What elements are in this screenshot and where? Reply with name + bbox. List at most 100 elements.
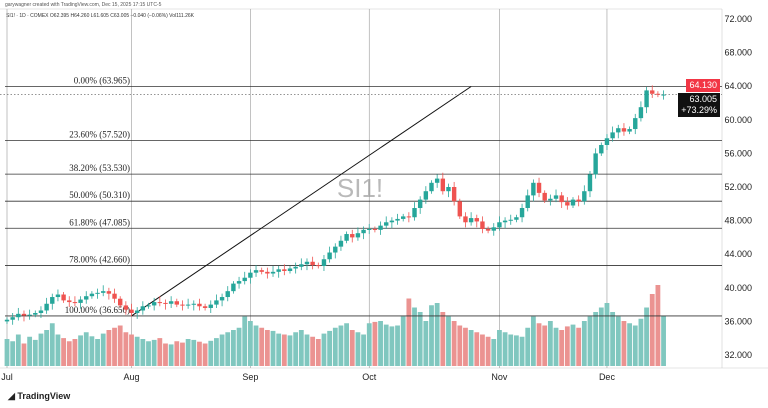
volume-bar [298, 330, 304, 366]
volume-bar [361, 334, 366, 366]
volume-bar [219, 334, 225, 366]
volume-bar [463, 327, 468, 366]
volume-bar [649, 294, 655, 366]
candle-body [134, 310, 140, 313]
candle-body [355, 233, 361, 238]
volume-bar [474, 332, 480, 366]
volume-bar [123, 332, 129, 366]
volume-bar [581, 321, 587, 366]
price-change: +73.29% [681, 105, 717, 115]
candle-body [27, 314, 32, 316]
candle-body [44, 303, 49, 311]
candle-body [610, 132, 615, 139]
y-tick-label: 40.000 [724, 283, 752, 293]
volume-bar [197, 341, 202, 366]
candle-body [214, 300, 219, 305]
x-tick-label: Oct [362, 372, 377, 382]
y-tick-label: 36.000 [724, 316, 752, 326]
volume-bar [242, 316, 248, 366]
volume-bar [332, 327, 338, 366]
candle-body [474, 218, 479, 222]
volume-bar [412, 307, 417, 366]
candle-body [101, 291, 106, 293]
candle-body [519, 208, 525, 218]
volume-bar [468, 330, 474, 366]
candle-body [593, 153, 598, 175]
candle-body [395, 218, 400, 221]
fib-level-label: 78.00% (42.660) [69, 254, 130, 264]
volume-bar [564, 326, 570, 366]
y-tick-label: 48.000 [724, 216, 752, 226]
candle-body [616, 128, 621, 133]
volume-bar [168, 344, 174, 366]
candle-body [570, 199, 576, 206]
volume-bar [644, 307, 649, 366]
volume-bar [406, 298, 412, 366]
volume-bar [621, 321, 627, 366]
candle-body [140, 306, 146, 311]
volume-bar [225, 332, 231, 366]
x-tick-label: Sep [242, 372, 258, 382]
candle-body [480, 221, 485, 229]
candle-body [627, 129, 632, 132]
candle-body [50, 297, 55, 304]
candle-body [21, 313, 27, 316]
candle-body [344, 234, 349, 241]
volume-bar [49, 323, 55, 366]
candle-body [151, 302, 157, 306]
trend-line [131, 86, 472, 317]
volume-bar [604, 303, 610, 366]
volume-bar [151, 339, 157, 366]
candle-body [514, 217, 519, 220]
candle-body [434, 178, 440, 183]
candle-body [599, 145, 604, 154]
fib-level-label: 38.20% (53.530) [69, 163, 130, 173]
volume-bar [440, 312, 446, 366]
candle-body [265, 271, 270, 274]
volume-bar [89, 336, 95, 366]
volume-bar [570, 324, 576, 366]
candle-body [248, 272, 253, 278]
y-tick-label: 72.000 [724, 14, 752, 24]
volume-bar [231, 330, 236, 366]
candle-body [89, 293, 95, 297]
volume-bar [389, 326, 395, 366]
candle-body [531, 182, 536, 196]
chart-credit: garywagner created with TradingView.com,… [5, 2, 162, 8]
volume-bar [429, 305, 434, 366]
candle-body [95, 292, 100, 294]
candle-body [384, 222, 389, 226]
candle-body [491, 227, 496, 231]
volume-bar [417, 312, 423, 366]
volume-bar [214, 338, 219, 366]
candle-body [485, 229, 491, 231]
candle-body [146, 305, 151, 307]
candle-body [123, 305, 129, 310]
candle-body [259, 270, 264, 272]
y-tick-label: 56.000 [724, 148, 752, 158]
volume-bar [276, 333, 282, 366]
logo-text: TradingView [17, 391, 71, 401]
candle-body [236, 281, 242, 284]
candle-body [38, 310, 44, 313]
volume-bar [202, 343, 208, 366]
candle-body [333, 246, 338, 253]
y-tick-label: 68.000 [724, 48, 752, 58]
volume-bar [180, 342, 185, 366]
volume-bar [547, 321, 553, 366]
tradingview-logo[interactable]: ◢ TradingView [8, 391, 71, 401]
candle-body [565, 202, 570, 206]
volume-bar [4, 339, 10, 366]
volume-bar [593, 312, 599, 366]
last-price-tag: 63.005 +73.29% [678, 93, 720, 117]
candle-body [576, 199, 581, 202]
volume-bar [44, 330, 50, 366]
volume-bar [598, 307, 604, 366]
volume-bar [372, 321, 378, 366]
candle-body [372, 229, 378, 230]
volume-bar [446, 316, 451, 366]
volume-bar [519, 336, 525, 366]
candle-body [423, 191, 429, 200]
volume-bar [497, 330, 502, 366]
